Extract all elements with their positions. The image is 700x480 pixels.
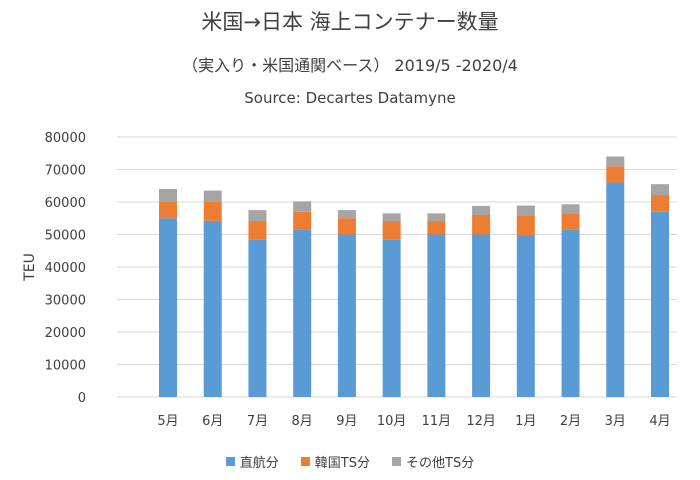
bar-segment bbox=[651, 184, 669, 196]
bar-segment bbox=[159, 189, 177, 202]
y-tick-label: 50000 bbox=[45, 229, 86, 244]
legend-swatch bbox=[392, 457, 401, 466]
bar-segment bbox=[203, 202, 222, 221]
bar-segment bbox=[293, 211, 312, 230]
bar-segment bbox=[606, 156, 625, 167]
chart-subtitle: （実入り・米国通関ベース） 2019/5 -2020/4 bbox=[182, 56, 518, 75]
axis-labels: 0 10000 20000 30000 40000 50000 60000 70000 8000… bbox=[45, 131, 671, 429]
x-tick-label: 11月 bbox=[422, 414, 452, 429]
bar-segment bbox=[606, 166, 625, 183]
chart-title: 米国→日本 海上コンテナー数量 bbox=[201, 10, 499, 34]
x-tick-label: 6月 bbox=[202, 414, 223, 429]
x-tick-label: 3月 bbox=[605, 414, 626, 429]
bar-segment bbox=[427, 213, 446, 222]
chart-legend: 直航分 韓国TS分 その他TS分 bbox=[0, 452, 700, 471]
x-tick-label: 12月 bbox=[466, 414, 496, 429]
y-tick-label: 40000 bbox=[45, 261, 86, 276]
chart-source: Source: Decartes Datamyne bbox=[244, 89, 456, 107]
legend-swatch bbox=[300, 457, 310, 466]
bar-segment bbox=[472, 215, 491, 235]
bar-segment bbox=[248, 239, 267, 397]
bar-segment bbox=[203, 190, 222, 202]
bar-segment bbox=[293, 229, 312, 397]
bar-segment bbox=[382, 221, 401, 240]
x-tick-label: 1月 bbox=[515, 414, 536, 429]
y-tick-label: 30000 bbox=[45, 294, 86, 309]
bar-segment bbox=[561, 213, 580, 230]
bar-segment bbox=[651, 195, 669, 212]
bar-segment bbox=[472, 234, 491, 397]
x-tick-label: 2月 bbox=[560, 414, 581, 429]
y-tick-label: 80000 bbox=[45, 131, 86, 146]
bar-segment bbox=[337, 210, 356, 219]
x-tick-label: 4月 bbox=[649, 414, 670, 429]
bar-segment bbox=[651, 211, 669, 397]
bar-segment bbox=[561, 204, 580, 214]
bar-segment bbox=[159, 218, 177, 397]
bar-segment bbox=[427, 221, 446, 235]
y-tick-label: 70000 bbox=[45, 164, 86, 179]
bar-segment bbox=[472, 205, 491, 215]
bar-segment bbox=[382, 213, 401, 222]
y-tick-label: 10000 bbox=[45, 359, 86, 374]
x-tick-label: 7月 bbox=[247, 414, 268, 429]
x-tick-label: 8月 bbox=[292, 414, 313, 429]
y-tick-label: 60000 bbox=[45, 196, 86, 211]
bar-segment bbox=[203, 220, 222, 397]
y-tick-label: 0 bbox=[78, 391, 86, 406]
legend-label: 直航分 bbox=[239, 456, 279, 471]
y-tick-label: 20000 bbox=[45, 326, 86, 341]
legend-swatch bbox=[225, 457, 235, 466]
bar-segment bbox=[516, 205, 535, 216]
bar-segment bbox=[159, 202, 177, 219]
legend-item: その他TS分 bbox=[392, 452, 474, 471]
legend-item: 直航分 bbox=[225, 452, 279, 471]
x-tick-label: 10月 bbox=[377, 414, 407, 429]
bar-segment bbox=[337, 234, 356, 397]
bar-segment bbox=[248, 221, 267, 240]
legend-label: その他TS分 bbox=[406, 456, 475, 471]
bar-segment bbox=[516, 215, 535, 236]
bar-segment bbox=[561, 229, 580, 397]
bar-segment bbox=[337, 218, 356, 235]
y-axis-label: TEU bbox=[22, 253, 38, 282]
bar-segment bbox=[516, 235, 535, 397]
legend-item: 韓国TS分 bbox=[300, 452, 370, 471]
bar-segment bbox=[293, 201, 312, 212]
x-tick-label: 5月 bbox=[157, 414, 178, 429]
x-tick-label: 9月 bbox=[336, 414, 357, 429]
bar-segment bbox=[427, 234, 446, 397]
legend-label: 韓国TS分 bbox=[314, 456, 370, 471]
bar-segment bbox=[606, 182, 625, 397]
bar-segment bbox=[248, 210, 267, 222]
bar-segment bbox=[382, 239, 401, 397]
bars bbox=[159, 156, 669, 397]
